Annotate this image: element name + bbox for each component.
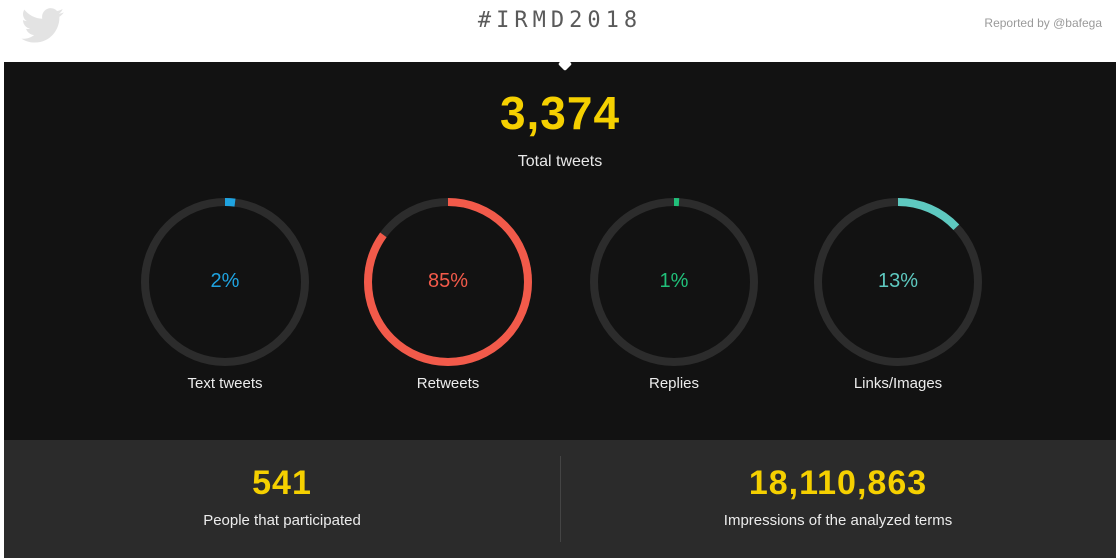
- gauge-percent: 1%: [659, 270, 689, 292]
- gauge-label: Replies: [648, 375, 700, 392]
- gauge-ring-icon: [364, 198, 532, 366]
- divider: [560, 456, 561, 542]
- gauge-arc: [364, 198, 532, 366]
- gauge-replies: 1% Replies: [584, 192, 764, 392]
- gauge-retweets: 85% Retweets: [358, 192, 538, 392]
- impressions-value: 18,110,863: [748, 464, 928, 502]
- total-tweets-value: 3,374: [499, 87, 621, 139]
- overview-panel: 3,374 Total tweets 2% Text tweets 85% Re…: [4, 56, 1116, 440]
- gauge-links-images: 13% Links/Images: [808, 192, 988, 392]
- total-tweets-label: Total tweets: [517, 153, 603, 170]
- reported-by-text: Reported by @bafega: [984, 16, 1102, 30]
- gauge-percent: 13%: [877, 270, 919, 292]
- impressions-label: Impressions of the analyzed terms: [723, 512, 953, 529]
- gauge-arc: [590, 198, 758, 366]
- gauge-ring-icon: [141, 198, 309, 366]
- gauge-text-tweets: 2% Text tweets: [135, 192, 315, 392]
- participants-label: People that participated: [203, 512, 361, 529]
- gauge-percent: 2%: [210, 270, 240, 292]
- header: #IRMD2018 Reported by @bafega: [0, 0, 1120, 62]
- gauge-ring-icon: [590, 198, 758, 366]
- gauge-ring-icon: [814, 198, 982, 366]
- gauge-label: Text tweets: [187, 375, 263, 392]
- gauge-label: Links/Images: [853, 375, 943, 392]
- gauge-arc: [814, 198, 982, 366]
- participants-value: 541: [252, 464, 312, 502]
- impressions-stat: 18,110,863 Impressions of the analyzed t…: [560, 440, 1116, 558]
- gauge-percent: 85%: [427, 270, 469, 292]
- page-title: #IRMD2018: [477, 8, 643, 33]
- gauge-label: Retweets: [416, 375, 480, 392]
- stats-panel: 541 People that participated 18,110,863 …: [4, 440, 1116, 558]
- gauge-arc: [141, 198, 309, 366]
- twitter-bird-icon[interactable]: [20, 8, 66, 44]
- participants-stat: 541 People that participated: [4, 440, 560, 558]
